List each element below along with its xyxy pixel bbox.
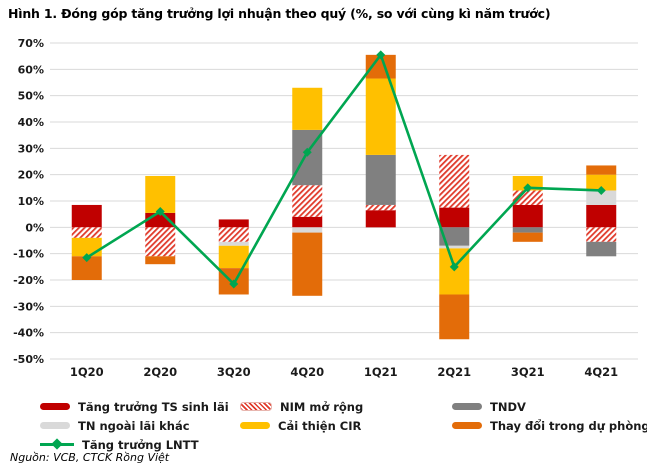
legend-swatch <box>40 422 70 429</box>
y-tick-label: -30% <box>13 300 44 313</box>
y-tick-label: 60% <box>18 63 44 76</box>
lntt-diamond-marker <box>523 183 533 193</box>
bar-segment <box>512 204 543 228</box>
bar-segment <box>439 294 470 340</box>
bar-segment <box>292 87 323 130</box>
y-tick-label: -40% <box>13 327 44 340</box>
legend-item: Thay đổi trong dự phòng <box>452 419 647 433</box>
bar-segment <box>292 185 323 217</box>
bar-segment <box>292 232 323 296</box>
x-tick-label: 4Q21 <box>584 365 618 379</box>
bar-segment <box>292 216 323 228</box>
legend-item: TN ngoài lãi khác <box>40 419 240 433</box>
bar-segment <box>586 165 617 175</box>
x-tick-label: 2Q20 <box>143 365 177 379</box>
x-tick-label: 3Q20 <box>217 365 251 379</box>
legend-label: TNDV <box>490 399 526 414</box>
bar-segment <box>586 204 617 228</box>
bar-segment <box>145 227 176 257</box>
lntt-growth-line <box>85 53 603 286</box>
bar-segment <box>145 175 176 213</box>
legend-swatch <box>40 403 70 410</box>
bar-segment <box>365 204 396 211</box>
y-tick-label: 50% <box>18 90 44 103</box>
bar-segment <box>586 190 617 205</box>
x-tick-label: 1Q21 <box>364 365 398 379</box>
bar-segment <box>439 154 470 208</box>
bar-segment <box>218 245 249 269</box>
legend-label: Tăng trưởng LNTT <box>82 437 199 452</box>
legend-diamond-icon <box>51 438 63 450</box>
legend-label: TN ngoài lãi khác <box>78 418 190 433</box>
source-note: Nguồn: VCB, CTCK Rồng Việt <box>10 451 170 464</box>
legend-label: NIM mở rộng <box>280 399 364 414</box>
legend-label: Tăng trưởng TS sinh lãi <box>78 399 229 414</box>
lntt-diamond-marker <box>155 207 165 217</box>
lntt-diamond-marker <box>302 147 312 157</box>
legend-swatch <box>240 402 272 411</box>
lntt-diamond-marker <box>82 253 92 263</box>
y-tick-label: 20% <box>18 169 44 182</box>
legend-label: Thay đổi trong dự phòng <box>490 418 647 433</box>
bar-segment <box>365 78 396 155</box>
x-tick-label: 3Q21 <box>511 365 545 379</box>
lntt-diamond-marker <box>229 279 239 289</box>
x-tick-label: 2Q21 <box>437 365 471 379</box>
legend-swatch <box>452 403 482 410</box>
legend-item: Cải thiện CIR <box>240 419 452 433</box>
legend-swatch <box>240 422 270 429</box>
legend-item: TNDV <box>452 400 647 414</box>
y-tick-label: 30% <box>18 142 44 155</box>
legend-item: Tăng trưởng LNTT <box>40 438 240 452</box>
bar-segment <box>71 227 102 238</box>
y-tick-label: -50% <box>13 353 44 366</box>
bar-segment <box>512 227 543 233</box>
bar-segment <box>145 256 176 265</box>
bar-segment <box>365 154 396 205</box>
bar-segment <box>439 207 470 228</box>
legend-label: Cải thiện CIR <box>278 418 362 433</box>
bar-segment <box>586 174 617 191</box>
legend-swatch <box>452 422 482 429</box>
lntt-diamond-marker <box>376 50 386 60</box>
bar-segment <box>218 219 249 228</box>
chart-legend: Tăng trưởng TS sinh lãi NIM mở rộng TNDV TN… <box>40 397 647 454</box>
bar-segment <box>292 227 323 233</box>
bar-segment <box>71 256 102 280</box>
legend-line-swatch <box>40 438 74 450</box>
y-tick-label: 70% <box>18 37 44 50</box>
lntt-diamond-marker <box>449 262 459 272</box>
bar-segment <box>218 241 249 246</box>
legend-item: Tăng trưởng TS sinh lãi <box>40 400 240 414</box>
chart-title: Hình 1. Đóng góp tăng trưởng lợi nhuận t… <box>8 6 551 21</box>
legend-item: NIM mở rộng <box>240 400 452 414</box>
lntt-diamond-marker <box>596 185 606 195</box>
bar-segment <box>586 241 617 257</box>
bar-segment <box>512 232 543 242</box>
y-tick-label: 40% <box>18 116 44 129</box>
y-tick-label: -20% <box>13 274 44 287</box>
y-tick-label: 10% <box>18 195 44 208</box>
bar-segment <box>71 204 102 228</box>
x-tick-label: 1Q20 <box>70 365 104 379</box>
bar-segment <box>586 227 617 242</box>
bar-segment <box>365 210 396 228</box>
bar-segment <box>439 227 470 246</box>
x-tick-label: 4Q20 <box>290 365 324 379</box>
profit-growth-stacked-bar-chart: 70% 60% 50% 40% 30% 20% 10% 0% -10% -20% -30% -40% -… <box>13 37 638 379</box>
bar-segment <box>218 227 249 242</box>
y-tick-label: 0% <box>25 221 44 234</box>
bar-segment <box>439 245 470 249</box>
y-tick-label: -10% <box>13 248 44 261</box>
